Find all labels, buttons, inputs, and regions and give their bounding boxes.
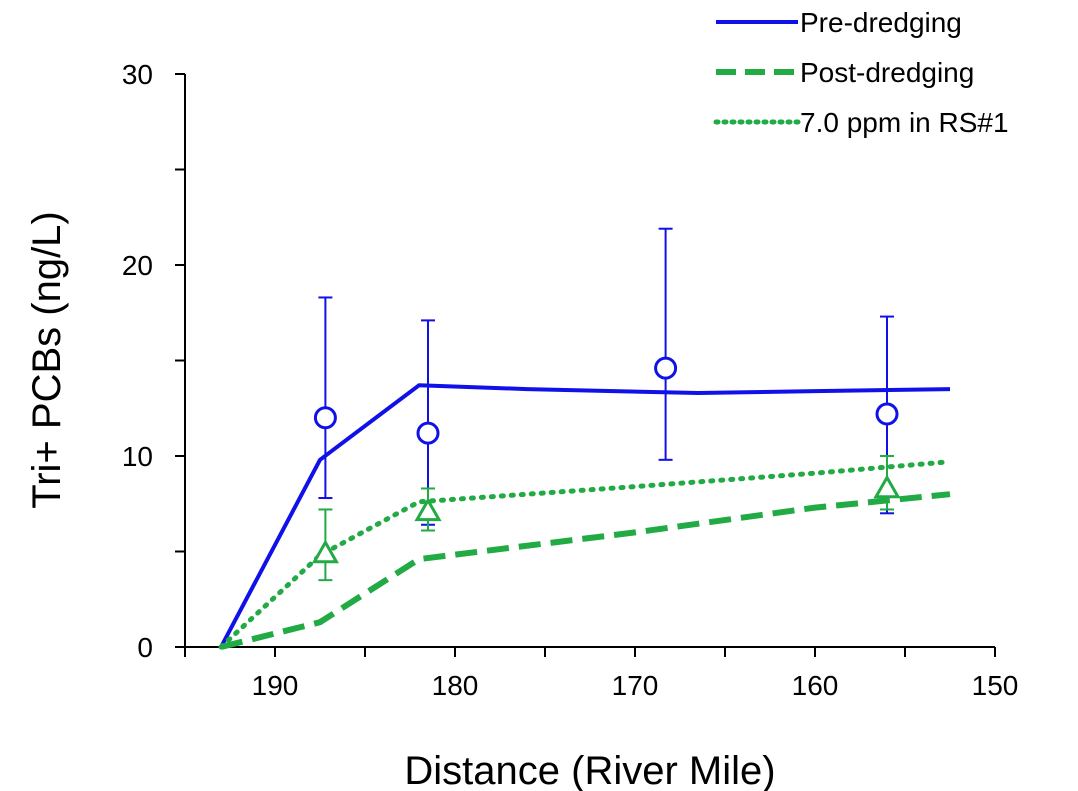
data-point-circle: [416, 421, 440, 445]
data-point-circle: [875, 402, 899, 426]
legend: Pre-dredging Post-dredging 7.0 ppm in RS…: [713, 7, 1009, 138]
y-tick-label: 20: [122, 250, 153, 281]
x-axis-title: Distance (River Mile): [404, 749, 775, 791]
x-tick-label: 150: [972, 670, 1019, 701]
series-line-solid: [219, 383, 951, 648]
series-line-dashed: [220, 491, 951, 650]
legend-label-post-dredging: Post-dredging: [800, 57, 974, 88]
data-point-circle: [654, 356, 678, 380]
data-point-triangle: [873, 474, 901, 499]
legend-label-7ppm: 7.0 ppm in RS#1: [800, 107, 1009, 138]
markers: [311, 356, 901, 564]
y-tick-label: 30: [122, 59, 153, 90]
data-point-triangle: [414, 497, 442, 522]
error-bars: [318, 227, 894, 582]
y-tick-label: 0: [137, 632, 153, 663]
series-line-dotted: [218, 459, 953, 650]
tick-labels: 190 180 170 160 150 0 10 20 30: [122, 59, 1019, 701]
x-tick-label: 190: [252, 670, 299, 701]
x-tick-label: 160: [792, 670, 839, 701]
data-point-triangle: [311, 539, 339, 564]
y-axis-title: Tri+ PCBs (ng/L): [25, 211, 69, 508]
data-point-circle: [313, 406, 337, 430]
axes: [175, 73, 996, 657]
legend-label-pre-dredging: Pre-dredging: [800, 7, 962, 38]
x-tick-label: 170: [612, 670, 659, 701]
series-lines: [218, 383, 953, 650]
y-tick-label: 10: [122, 441, 153, 472]
x-tick-label: 180: [432, 670, 479, 701]
